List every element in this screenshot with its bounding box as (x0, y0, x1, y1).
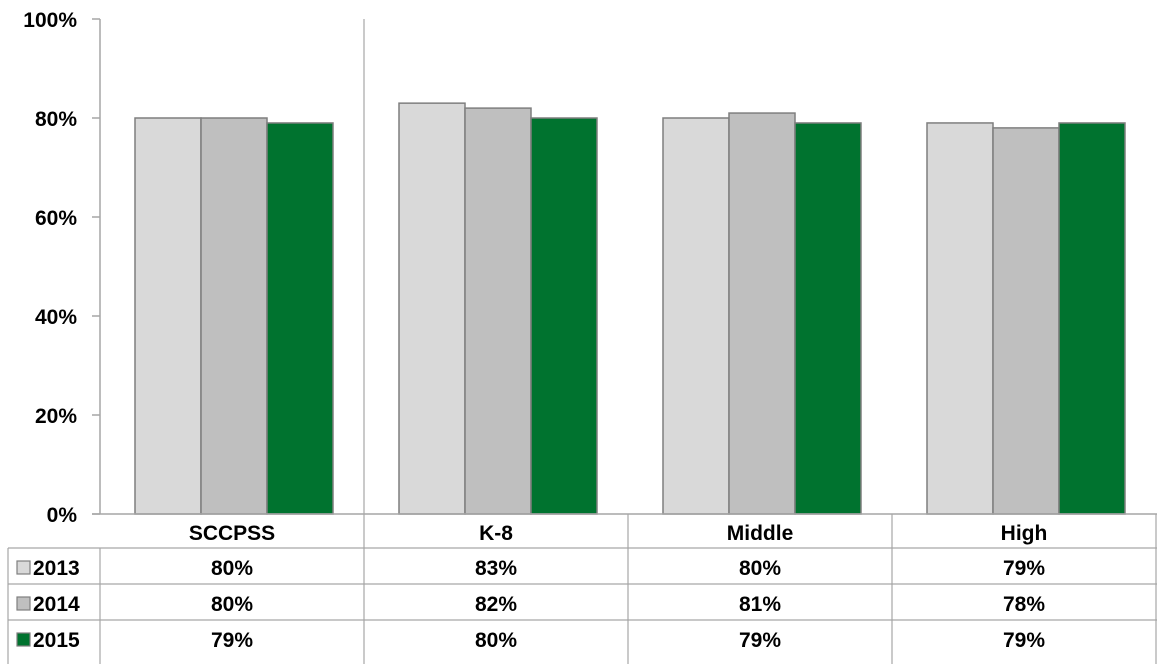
bar-2015-sccpss (266, 122, 334, 515)
category-label: Middle (727, 522, 794, 545)
bar-2014-k-8 (464, 107, 532, 515)
y-tick-label: 100% (23, 9, 77, 32)
y-tick-label: 80% (35, 108, 77, 131)
category-label: SCCPSS (189, 522, 275, 545)
bar-2013-middle (662, 117, 730, 515)
data-label-2014-sccpss: 80% (211, 593, 253, 616)
bar-2014-high (992, 127, 1060, 515)
y-tick-label: 20% (35, 405, 77, 428)
legend-label-2015: 2015 (33, 629, 80, 652)
data-label-2015-high: 79% (1003, 629, 1045, 652)
bar-2014-middle (728, 112, 796, 515)
legend-swatch-2014 (16, 596, 31, 611)
data-label-2014-high: 78% (1003, 593, 1045, 616)
y-tick-label: 40% (35, 306, 77, 329)
bar-2015-k-8 (530, 117, 598, 515)
data-label-2013-k-8: 83% (475, 557, 517, 580)
data-label-2013-sccpss: 80% (211, 557, 253, 580)
bar-2013-high (926, 122, 994, 515)
bar-2013-sccpss (134, 117, 202, 515)
legend-swatch-2013 (16, 560, 31, 575)
data-label-2015-sccpss: 79% (211, 629, 253, 652)
bar-2015-middle (794, 122, 862, 515)
category-label: High (1001, 522, 1048, 545)
data-label-2015-middle: 79% (739, 629, 781, 652)
y-tick-label: 0% (47, 504, 78, 527)
data-label-2014-k-8: 82% (475, 593, 517, 616)
data-label-2013-high: 79% (1003, 557, 1045, 580)
y-tick-label: 60% (35, 207, 77, 230)
bar-2015-high (1058, 122, 1126, 515)
bar-2013-k-8 (398, 102, 466, 515)
bar-2014-sccpss (200, 117, 268, 515)
legend-swatch-2015 (16, 632, 31, 647)
legend-label-2014: 2014 (33, 593, 80, 616)
category-label: K-8 (479, 522, 513, 545)
data-label-2013-middle: 80% (739, 557, 781, 580)
data-label-2015-k-8: 80% (475, 629, 517, 652)
legend-label-2013: 2013 (33, 557, 80, 580)
data-label-2014-middle: 81% (739, 593, 781, 616)
